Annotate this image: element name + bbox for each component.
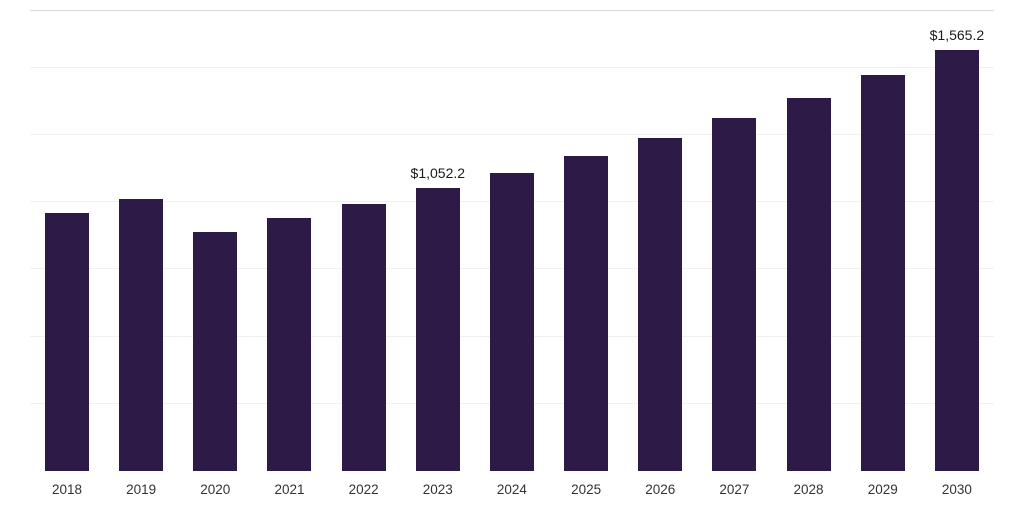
x-tick-2029: 2029 — [867, 482, 898, 497]
x-tick-2030: 2030 — [941, 482, 972, 497]
bar-group-2026 — [623, 11, 697, 471]
bar-2023 — [415, 188, 460, 471]
bar-2025 — [564, 156, 609, 471]
x-tick-2025: 2025 — [571, 482, 602, 497]
x-tick-2022: 2022 — [348, 482, 379, 497]
x-tick-2023: 2023 — [422, 482, 453, 497]
bar-2029 — [860, 75, 905, 471]
bar-2027 — [712, 118, 757, 471]
bar-2028 — [786, 98, 831, 471]
x-tick-2018: 2018 — [51, 482, 83, 497]
bar-group-2020 — [178, 11, 252, 471]
x-tick-2027: 2027 — [719, 482, 750, 497]
bar-2026 — [638, 138, 683, 471]
bar-2024 — [489, 173, 534, 471]
x-tick-2028: 2028 — [793, 482, 824, 497]
bar-2018 — [45, 213, 89, 471]
bar-group-2027 — [697, 11, 771, 471]
bar-group-2028 — [772, 11, 846, 471]
bar-2021 — [267, 218, 312, 471]
bar-2022 — [341, 204, 386, 471]
x-tick-2021: 2021 — [274, 482, 305, 497]
x-axis: 2018 2019 2020 2021 2022 2023 2024 2025 2026 2027… — [30, 482, 994, 498]
bar-group-2021 — [252, 11, 326, 471]
x-tick-2026: 2026 — [645, 482, 676, 497]
x-tick-2019: 2019 — [126, 482, 157, 497]
bar-2019 — [119, 199, 164, 471]
x-tick-2024: 2024 — [496, 482, 527, 497]
bar-2020 — [193, 232, 238, 471]
x-tick-2020: 2020 — [200, 482, 231, 497]
bar-group-2024 — [475, 11, 549, 471]
plot-area: $1,052.2 $1,565.2 — [30, 10, 994, 471]
data-label-2030: $1,565.2 — [929, 27, 985, 43]
bar-group-2029 — [846, 11, 920, 471]
bar-group-2018 — [30, 11, 104, 471]
bar-group-2023: $1,052.2 — [401, 11, 475, 471]
bar-group-2019 — [104, 11, 178, 471]
bar-2030 — [934, 50, 979, 471]
bar-group-2030: $1,565.2 — [920, 11, 994, 471]
data-label-2023: $1,052.2 — [410, 165, 466, 181]
bar-group-2022 — [327, 11, 401, 471]
bar-group-2025 — [549, 11, 623, 471]
